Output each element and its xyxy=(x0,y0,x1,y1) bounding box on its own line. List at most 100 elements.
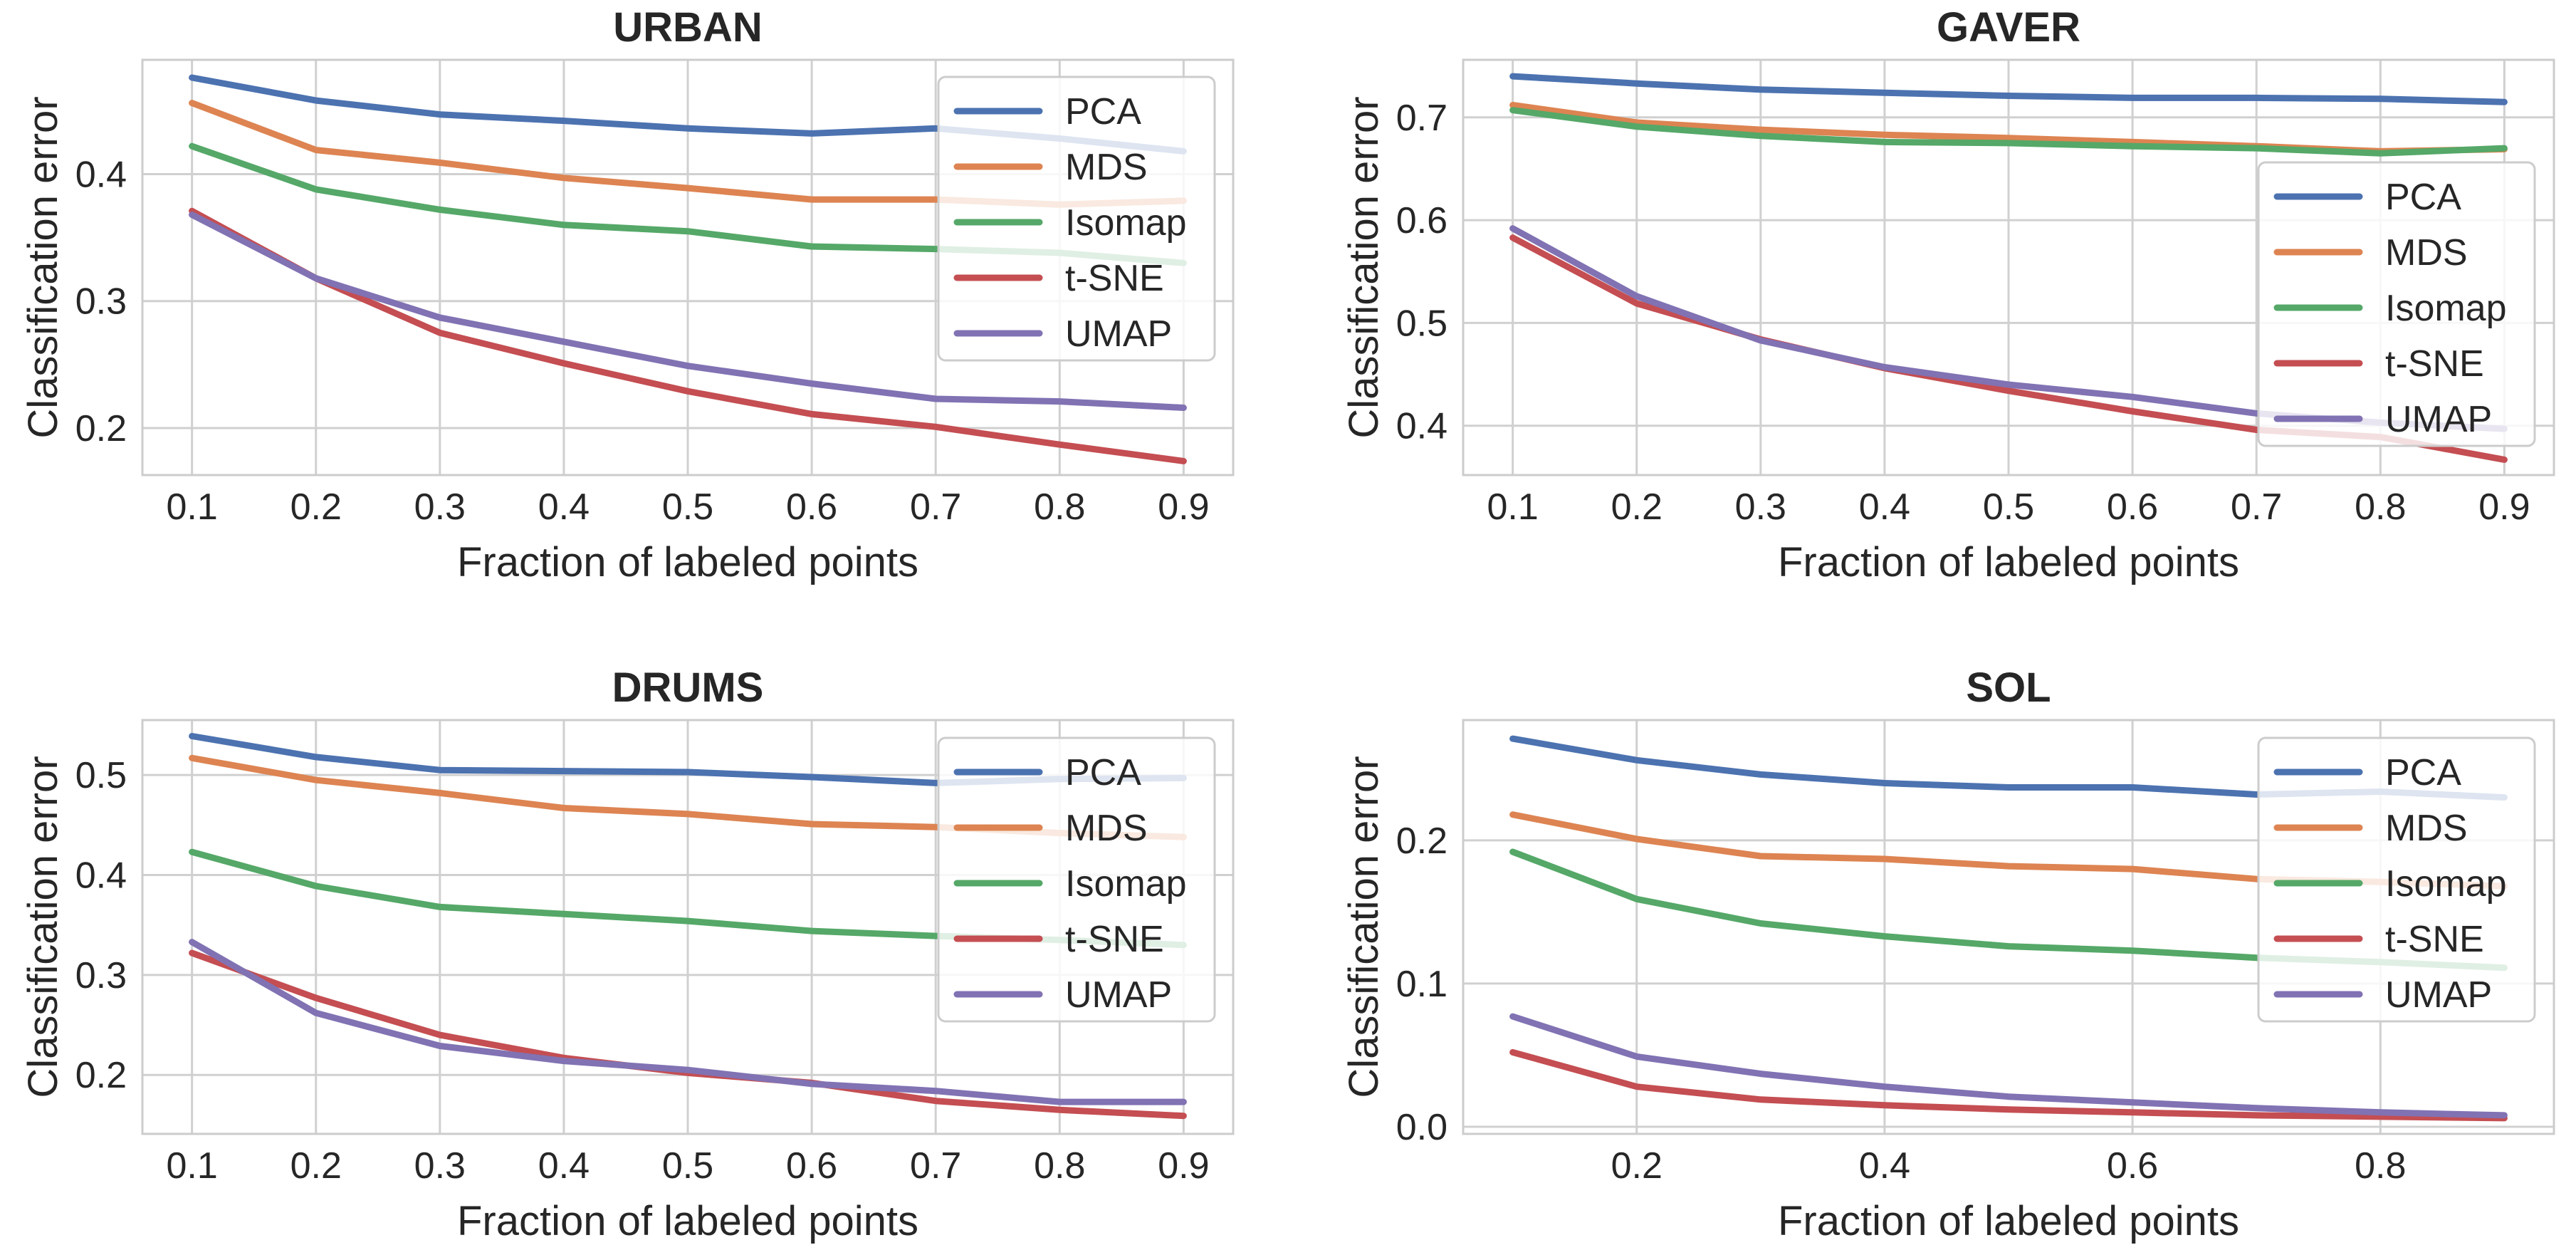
legend-label-t-sne: t-SNE xyxy=(2385,919,2484,960)
x-tick-label: 0.5 xyxy=(662,1145,713,1187)
x-tick-label: 0.5 xyxy=(1983,486,2034,528)
plot-frame xyxy=(141,719,1235,1135)
x-tick-label: 0.7 xyxy=(2231,486,2282,528)
x-axis-label: Fraction of labeled points xyxy=(1778,1198,2239,1244)
x-tick-label: 0.2 xyxy=(290,1145,342,1187)
y-axis-label: Classification error xyxy=(20,96,66,438)
plot-frame xyxy=(1462,58,2555,476)
panel-title: GAVER xyxy=(1937,4,2080,51)
panel-urban: URBAN Fraction of labeled points Classif… xyxy=(20,4,1235,585)
legend-box xyxy=(2257,161,2536,447)
y-tick-label: 0.3 xyxy=(75,281,127,323)
y-axis-label: Classification error xyxy=(1341,756,1387,1098)
legend-label-umap: UMAP xyxy=(2385,974,2492,1016)
legend-label-pca: PCA xyxy=(1065,752,1141,793)
series-line-umap xyxy=(1509,1013,2508,1119)
x-tick-label: 0.4 xyxy=(1859,1145,1910,1187)
x-tick-label: 0.4 xyxy=(538,1145,590,1187)
legend-label-t-sne: t-SNE xyxy=(2385,343,2484,385)
panel-title: SOL xyxy=(1966,665,2051,711)
legend-label-t-sne: t-SNE xyxy=(1065,258,1164,299)
x-tick-label: 0.8 xyxy=(2355,1145,2406,1187)
panel-gaver: GAVER Fraction of labeled points Classif… xyxy=(1341,4,2555,585)
x-axis-label: Fraction of labeled points xyxy=(1778,539,2239,585)
x-axis-label: Fraction of labeled points xyxy=(457,539,918,585)
legend: PCA MDS Isomap t-SNE UMAP xyxy=(2257,736,2536,1023)
y-tick-label: 0.4 xyxy=(75,154,127,195)
x-axis-label: Fraction of labeled points xyxy=(457,1198,918,1244)
legend-label-mds: MDS xyxy=(2385,232,2468,274)
x-tick-label: 0.8 xyxy=(1034,486,1085,528)
legend-label-pca: PCA xyxy=(2385,177,2461,218)
legend-label-isomap: Isomap xyxy=(1065,863,1187,905)
legend: PCA MDS Isomap t-SNE UMAP xyxy=(2257,161,2536,447)
legend-label-umap: UMAP xyxy=(1065,313,1172,355)
x-tick-label: 0.2 xyxy=(290,486,342,528)
x-tick-label: 0.3 xyxy=(1735,486,1786,528)
plot-frame xyxy=(1462,719,2555,1135)
legend: PCA MDS Isomap t-SNE UMAP xyxy=(937,75,1216,362)
legend-box xyxy=(937,736,1216,1023)
y-tick-label: 0.4 xyxy=(1396,406,1447,447)
x-tick-label: 0.6 xyxy=(786,486,837,528)
y-tick-label: 0.2 xyxy=(75,408,127,449)
legend-label-pca: PCA xyxy=(2385,752,2461,793)
x-tick-label: 0.8 xyxy=(1034,1145,1085,1187)
legend-label-mds: MDS xyxy=(1065,147,1148,188)
x-tick-label: 0.7 xyxy=(910,486,961,528)
series-line-umap xyxy=(189,212,1187,411)
x-tick-label: 0.1 xyxy=(166,1145,217,1187)
panel-sol: SOL Fraction of labeled points Classific… xyxy=(1341,665,2555,1244)
series-line-t-sne xyxy=(1509,1048,2508,1122)
y-tick-label: 0.5 xyxy=(1396,303,1447,344)
y-tick-label: 0.2 xyxy=(1396,821,1447,862)
x-tick-label: 0.3 xyxy=(414,1145,466,1187)
x-tick-label: 0.4 xyxy=(1859,486,1910,528)
x-tick-label: 0.6 xyxy=(2107,1145,2158,1187)
y-tick-label: 0.5 xyxy=(75,755,127,796)
y-tick-label: 0.3 xyxy=(75,955,127,996)
plot-frame xyxy=(141,58,1235,476)
legend-label-mds: MDS xyxy=(1065,808,1148,849)
y-tick-label: 0.1 xyxy=(1396,964,1447,1005)
x-tick-label: 0.6 xyxy=(2107,486,2158,528)
y-axis-label: Classification error xyxy=(1341,96,1387,438)
legend-label-pca: PCA xyxy=(1065,91,1141,132)
y-tick-label: 0.2 xyxy=(75,1055,127,1096)
series-line-isomap xyxy=(1509,107,2508,157)
x-tick-label: 0.9 xyxy=(2478,486,2530,528)
series-line-umap xyxy=(189,939,1187,1105)
y-axis-label: Classification error xyxy=(20,756,66,1098)
x-tick-label: 0.2 xyxy=(1611,486,1663,528)
x-tick-label: 0.9 xyxy=(1158,1145,1209,1187)
legend-label-isomap: Isomap xyxy=(2385,288,2507,329)
x-tick-label: 0.7 xyxy=(910,1145,961,1187)
legend-label-isomap: Isomap xyxy=(2385,863,2507,905)
legend-box xyxy=(2257,736,2536,1023)
y-tick-label: 0.4 xyxy=(75,855,127,897)
x-tick-label: 0.1 xyxy=(166,486,217,528)
x-tick-label: 0.6 xyxy=(786,1145,837,1187)
x-tick-label: 0.2 xyxy=(1611,1145,1663,1187)
legend: PCA MDS Isomap t-SNE UMAP xyxy=(937,736,1216,1023)
y-tick-label: 0.7 xyxy=(1396,98,1447,139)
series-line-t-sne xyxy=(189,207,1187,464)
x-tick-label: 0.4 xyxy=(538,486,590,528)
x-tick-label: 0.3 xyxy=(414,486,466,528)
legend-label-isomap: Isomap xyxy=(1065,202,1187,244)
y-tick-label: 0.0 xyxy=(1396,1107,1447,1148)
legend-label-mds: MDS xyxy=(2385,808,2468,849)
legend-label-umap: UMAP xyxy=(1065,974,1172,1016)
panel-title: URBAN xyxy=(613,4,762,51)
x-tick-label: 0.9 xyxy=(1158,486,1209,528)
panel-title: DRUMS xyxy=(612,665,764,711)
x-tick-label: 0.5 xyxy=(662,486,713,528)
y-tick-label: 0.6 xyxy=(1396,200,1447,241)
panel-drums: DRUMS Fraction of labeled points Classif… xyxy=(20,665,1235,1244)
x-tick-label: 0.1 xyxy=(1487,486,1538,528)
legend-box xyxy=(937,75,1216,362)
legend-label-t-sne: t-SNE xyxy=(1065,919,1164,960)
x-tick-label: 0.8 xyxy=(2355,486,2406,528)
